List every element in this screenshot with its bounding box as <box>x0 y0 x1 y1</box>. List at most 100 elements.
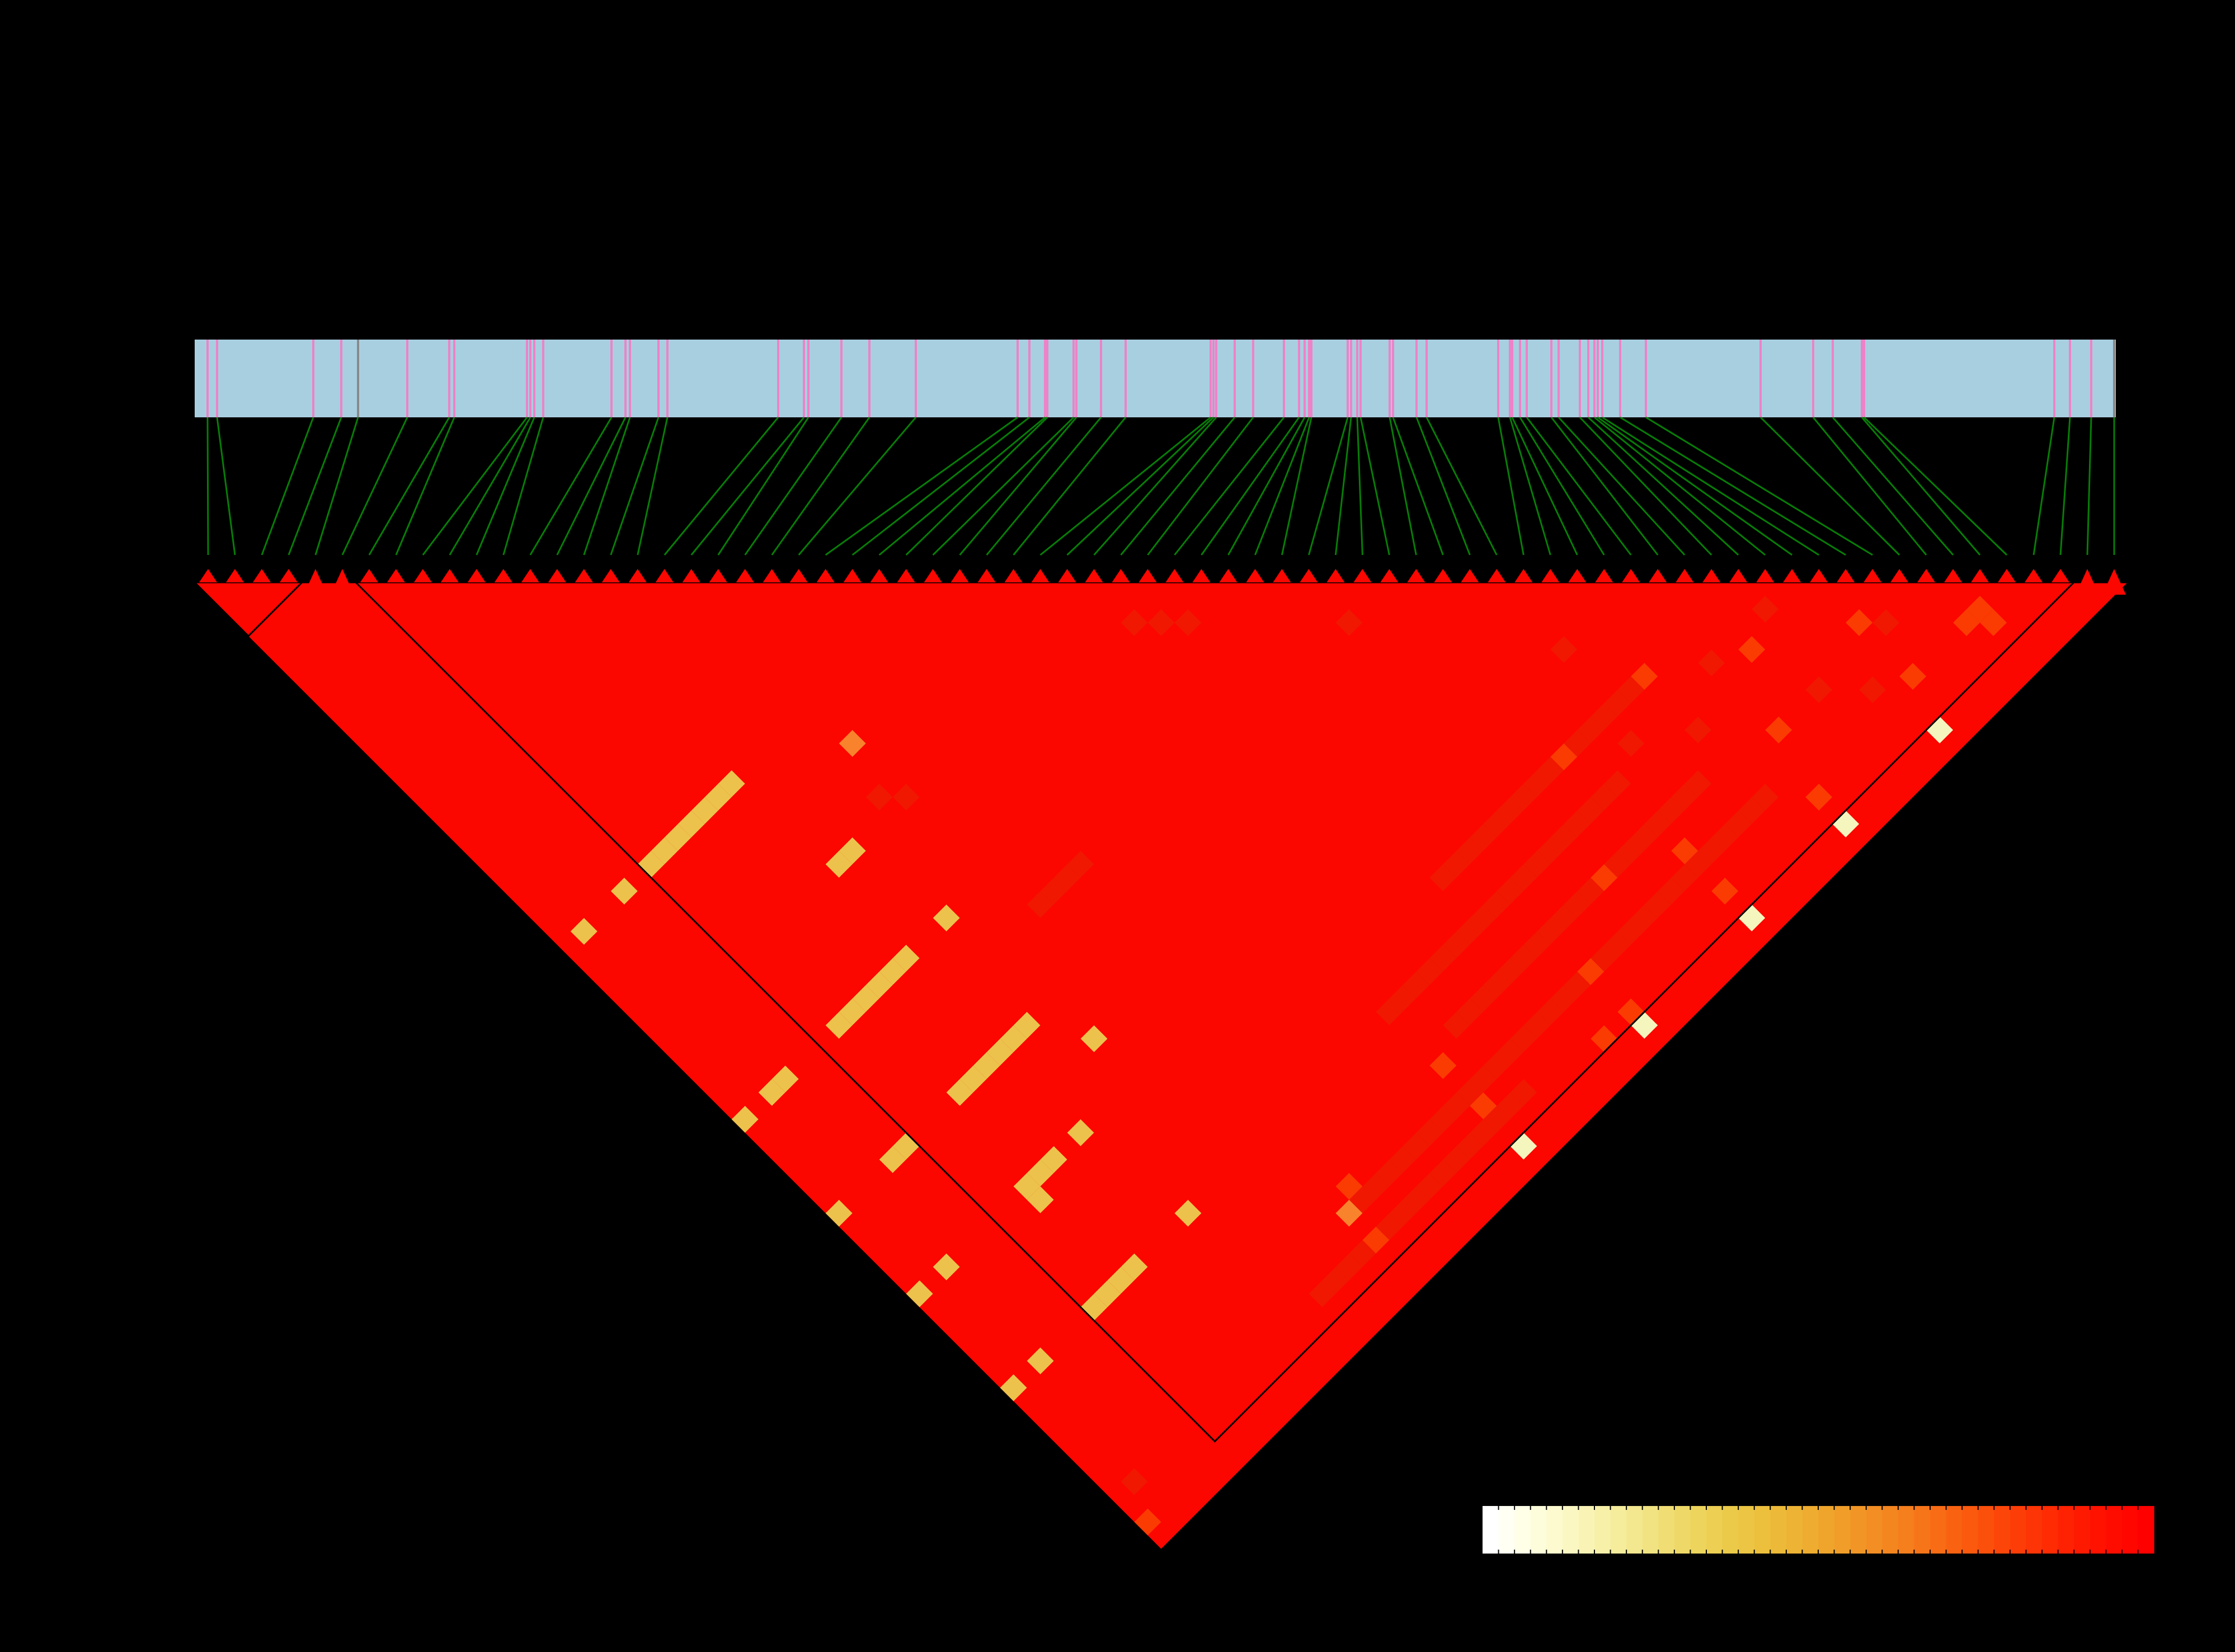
snp-position-tick <box>1601 340 1603 417</box>
ld-cell-red2 <box>1671 864 1698 891</box>
ld-cell-red2 <box>1443 850 1470 878</box>
ld-cell-red2 <box>1174 609 1202 636</box>
snp-arrow <box>1649 569 1667 582</box>
colorbar-segment <box>2042 1506 2059 1554</box>
colorbar-tick-top <box>1690 1506 1691 1510</box>
ld-cell-red2 <box>1067 850 1094 878</box>
ld-cell-red2 <box>1577 716 1605 743</box>
ld-cell-gold <box>1094 1280 1121 1307</box>
snp-position-tick <box>624 340 627 417</box>
snp-position-tick <box>1832 340 1834 417</box>
colorbar-tick-bottom <box>1833 1550 1835 1554</box>
snp-position-tick <box>1392 340 1394 417</box>
colorbar-segment <box>1674 1506 1691 1554</box>
colorbar-segment <box>2106 1506 2123 1554</box>
heatmap-group <box>194 581 2128 1549</box>
snp-arrow <box>1058 569 1076 582</box>
ld-cell-orange_red <box>1429 1052 1457 1079</box>
snp-map-line <box>529 417 613 556</box>
snp-position-tick <box>1812 340 1814 417</box>
snp-map-line <box>825 416 1018 556</box>
snp-arrow <box>494 569 512 582</box>
snp-arrow-large <box>2102 569 2126 595</box>
colorbar-tick-bottom <box>1498 1550 1499 1554</box>
snp-map-line <box>1174 417 1285 556</box>
snp-map-line <box>2086 417 2092 556</box>
colorbar-tick-top <box>1833 1506 1835 1510</box>
snp-map-line <box>1863 416 2008 556</box>
snp-position-tick <box>657 340 660 417</box>
region-track-bar <box>195 340 2116 417</box>
snp-arrow <box>1273 569 1291 582</box>
snp-arrow <box>1192 569 1211 582</box>
colorbar-group <box>1483 1506 2154 1554</box>
snp-position-tick <box>1511 340 1513 417</box>
colorbar-segment <box>2138 1506 2154 1554</box>
snp-map-line <box>1415 417 1471 556</box>
ld-cell-red2 <box>1456 837 1484 864</box>
colorbar-segment <box>1722 1506 1739 1554</box>
snp-map-line <box>1602 416 1819 556</box>
snp-map-line <box>556 417 627 556</box>
snp-map-line <box>1594 416 1766 556</box>
snp-arrow <box>1326 569 1345 582</box>
snp-arrow <box>521 569 539 582</box>
colorbar-tick-top <box>1706 1506 1707 1510</box>
ld-cell-orange_red <box>1591 864 1618 891</box>
colorbar-tick-bottom <box>1785 1550 1787 1554</box>
ld-cell-red2 <box>1376 1159 1403 1187</box>
snp-position-tick <box>2053 340 2055 417</box>
snp-position-tick <box>2090 340 2092 417</box>
snp-position-tick <box>1619 340 1621 417</box>
ld-cell-red2 <box>1510 1079 1537 1106</box>
ld-cell-red2 <box>1497 958 1524 985</box>
snp-map-line <box>1645 416 1873 556</box>
snp-arrow <box>199 569 217 582</box>
snp-arrow <box>843 569 862 582</box>
snp-position-tick <box>1861 340 1863 417</box>
ld-cell-red2 <box>1711 823 1739 851</box>
ld-cell-red2 <box>1456 917 1484 945</box>
colorbar-tick-top <box>1626 1506 1627 1510</box>
snp-arrow <box>1998 569 2016 582</box>
ld-cell-gold <box>1027 1159 1054 1187</box>
snp-position-tick <box>1597 340 1599 417</box>
snp-map-line <box>502 417 544 556</box>
snp-map-line <box>1812 417 1927 556</box>
ld-cell-orange <box>839 729 866 757</box>
snp-position-tick <box>448 340 450 417</box>
snp-map-line <box>690 417 805 556</box>
colorbar-segment <box>1978 1506 1994 1554</box>
ld-cell-red2 <box>1631 904 1658 931</box>
snp-map-line <box>368 417 450 556</box>
colorbar-tick-top <box>2089 1506 2091 1510</box>
colorbar-tick-bottom <box>1706 1550 1707 1554</box>
ld-cell-red2 <box>1550 823 1578 851</box>
snp-arrow-large <box>303 569 327 595</box>
snp-position-tick <box>1298 340 1300 417</box>
snp-position-tick <box>1526 340 1528 417</box>
colorbar-tick-top <box>1801 1506 1803 1510</box>
snp-position-tick <box>1497 340 1499 417</box>
ld-cell-red2 <box>1443 1146 1470 1173</box>
snp-arrow <box>387 569 405 582</box>
ld-cell-red2 <box>1470 1065 1497 1093</box>
snp-position-tick <box>1072 340 1075 417</box>
snp-position-tick <box>1044 340 1046 417</box>
ld-cell-gold <box>610 877 638 905</box>
ld-cell-red2 <box>1564 891 1591 918</box>
ld-cell-gold <box>570 917 597 945</box>
snp-position-tick <box>1759 340 1762 417</box>
snp-position-tick <box>1046 340 1048 417</box>
snp-arrow <box>1138 569 1157 582</box>
snp-arrow <box>1729 569 1748 582</box>
snp-map-line <box>798 417 917 556</box>
snp-map-line <box>1254 417 1310 556</box>
colorbar-tick-top <box>1673 1506 1675 1510</box>
snp-position-tick <box>629 340 631 417</box>
ld-cell-red2 <box>1604 689 1631 717</box>
colorbar-tick-top <box>2121 1506 2123 1510</box>
ld-cell-red2 <box>892 783 920 811</box>
snp-position-tick <box>1310 340 1312 417</box>
